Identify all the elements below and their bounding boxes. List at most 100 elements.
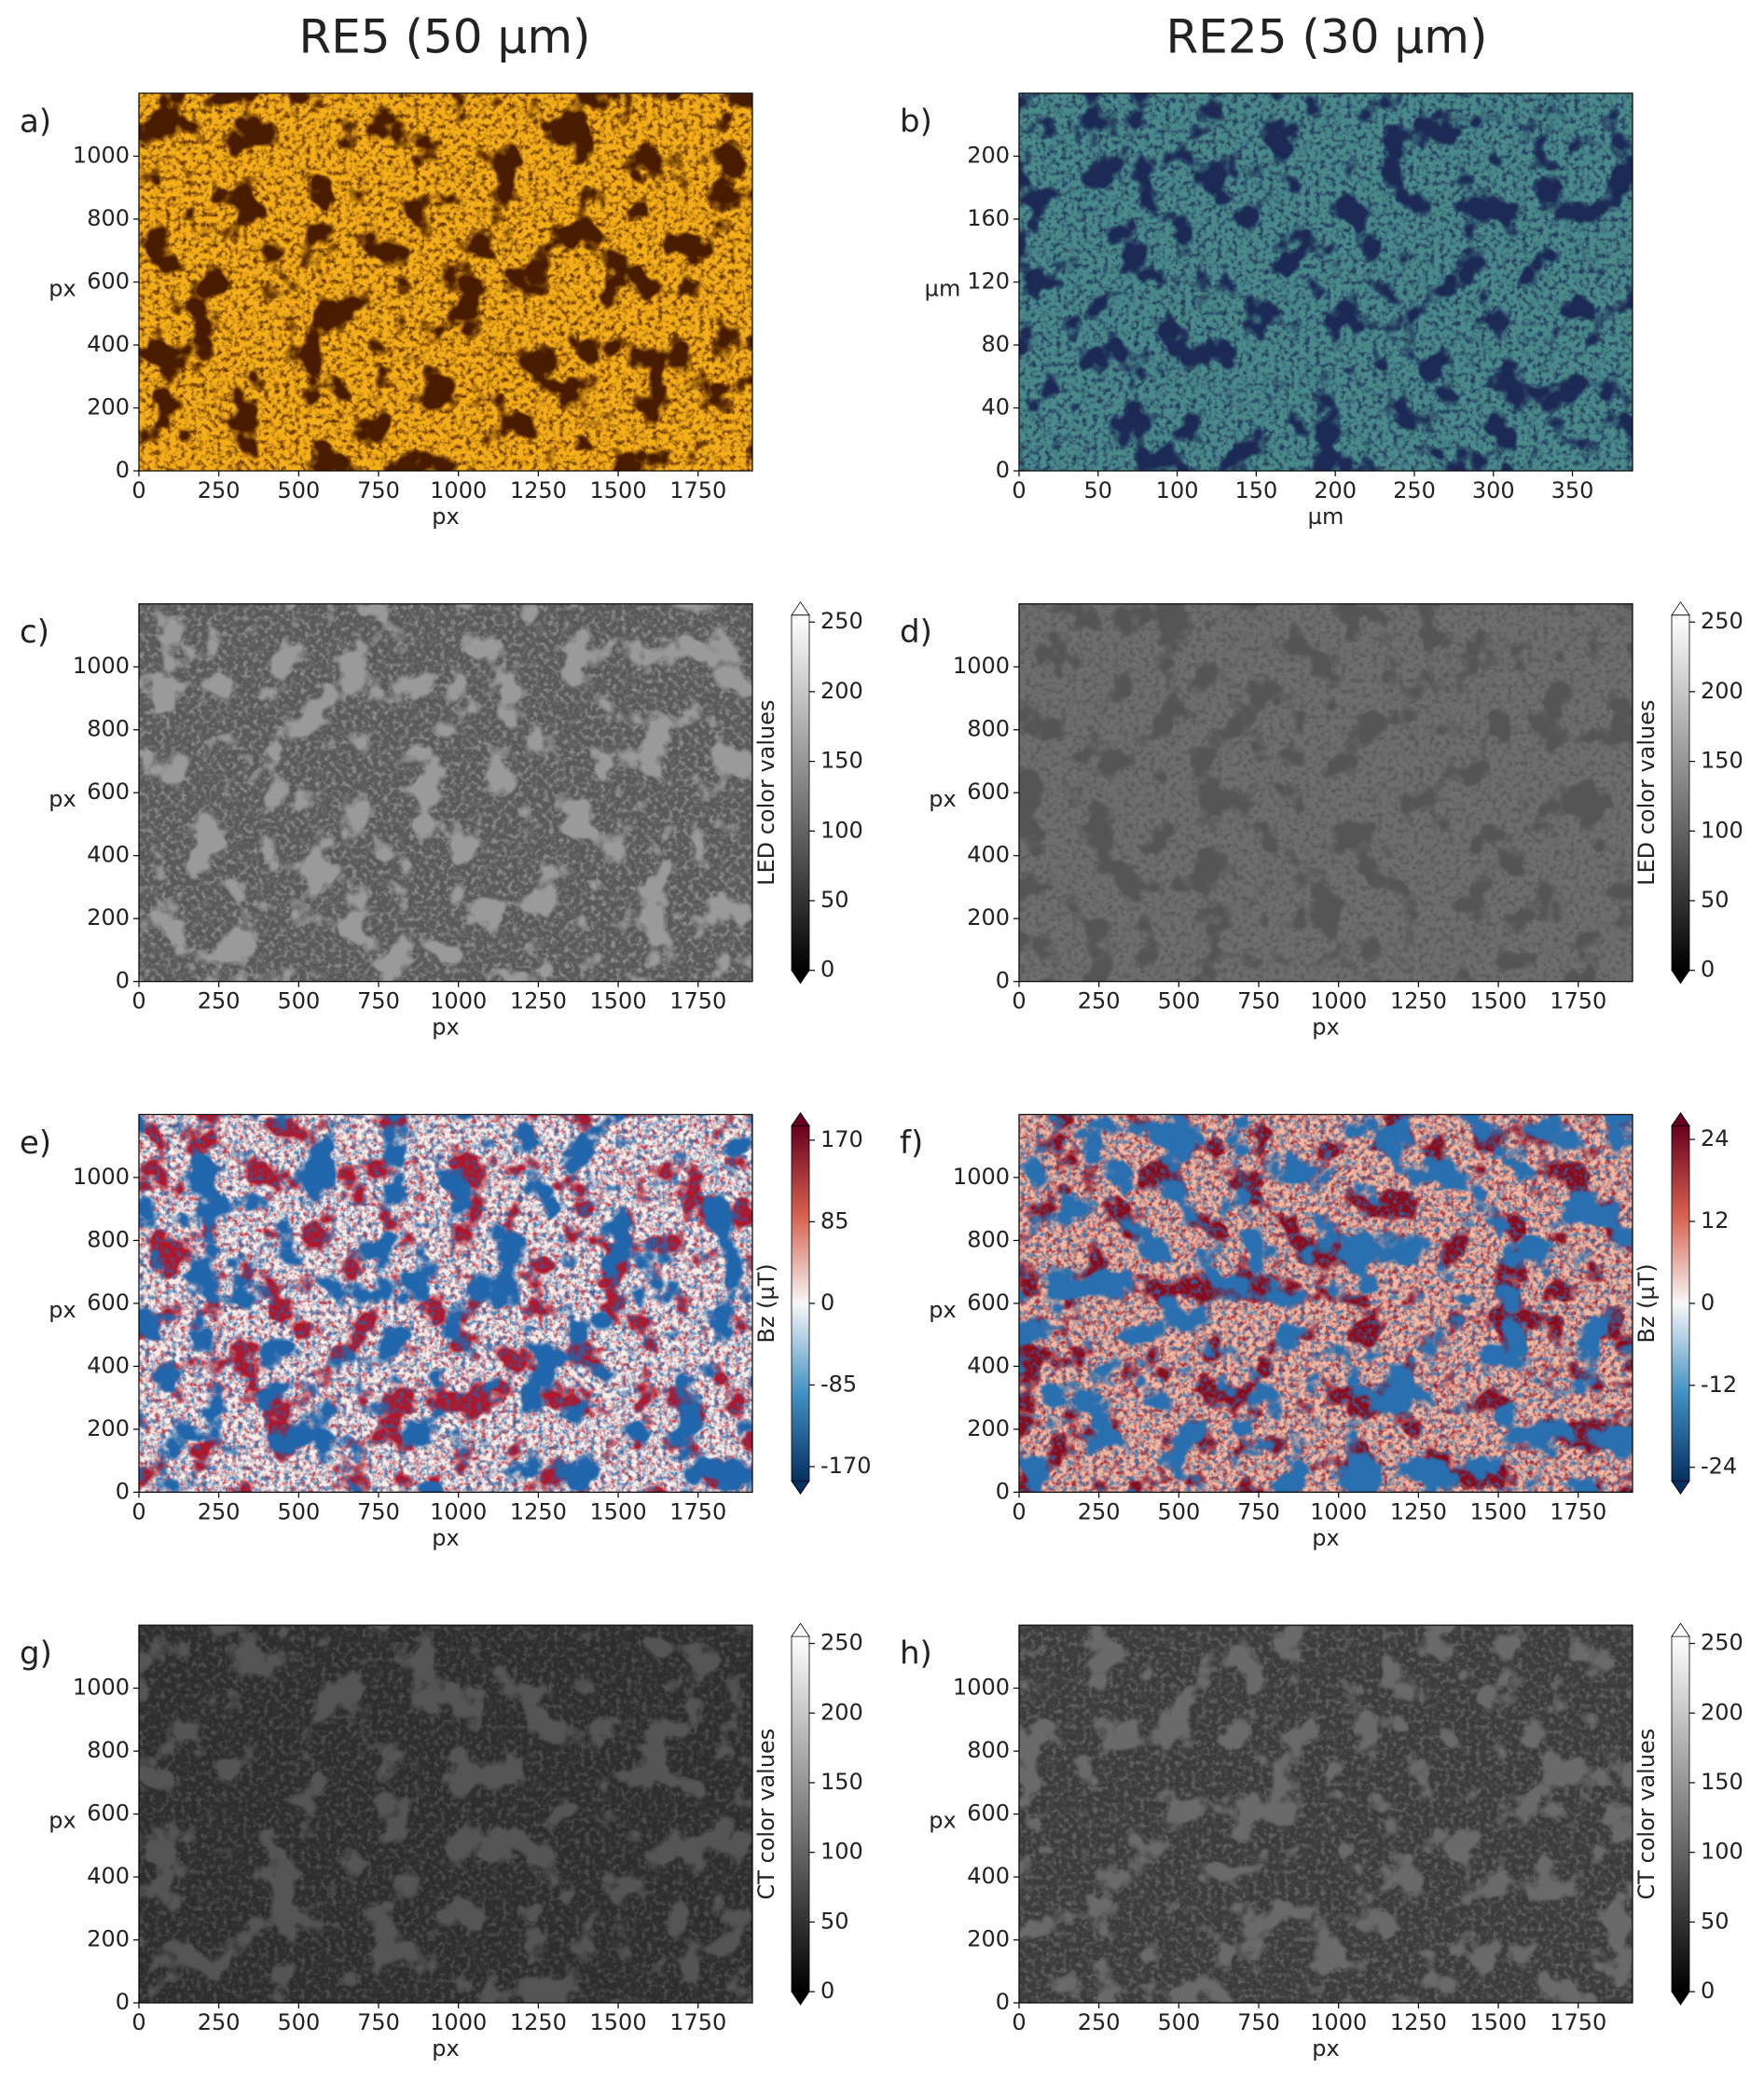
y-tick-label: 1000 (73, 653, 130, 679)
image (139, 603, 752, 982)
y-tick-label: 200 (87, 394, 130, 421)
image-texture (1019, 1625, 1633, 2004)
y-tick-label: 0 (996, 1478, 1010, 1504)
y-axis-label: px (48, 1808, 76, 1834)
colorbar-tick-label: 50 (1701, 1908, 1730, 1934)
image (139, 1114, 752, 1493)
y-tick-label: 200 (87, 1926, 130, 1952)
x-tick-label: 250 (198, 477, 241, 503)
x-tick-label: 0 (1012, 2009, 1026, 2035)
x-tick-label: 500 (277, 477, 320, 503)
y-tick-label: 200 (87, 1415, 130, 1441)
colorbar-tick-label: -85 (820, 1371, 857, 1397)
y-tick-label: 400 (87, 331, 130, 357)
x-tick-label: 750 (1237, 2009, 1280, 2035)
x-tick-label: 1500 (1470, 1498, 1527, 1524)
x-tick-label: 250 (1393, 477, 1436, 503)
y-axis-label: px (48, 786, 76, 812)
colorbar-label: Bz (µT) (1633, 1263, 1660, 1343)
x-axis-label: µm (1308, 503, 1344, 530)
colorbar-extend (1671, 1991, 1690, 2006)
image-texture (1019, 1114, 1633, 1493)
y-tick-label: 600 (967, 779, 1010, 805)
y-tick-label: 200 (87, 904, 130, 931)
x-tick-label: 0 (1012, 988, 1026, 1014)
colorbar-tick-label: -170 (820, 1453, 871, 1479)
y-tick-label: 200 (967, 143, 1010, 169)
y-tick-label: 120 (967, 269, 1010, 295)
y-tick-label: 600 (967, 1800, 1010, 1827)
colorbar-tick-label: 150 (1701, 1769, 1743, 1795)
y-tick-label: 600 (87, 1289, 130, 1316)
y-tick-label: 80 (981, 331, 1010, 357)
colorbar-tick-label: 100 (820, 817, 863, 843)
colorbar (1671, 614, 1690, 972)
x-tick-label: 1000 (430, 2009, 487, 2035)
y-tick-label: 800 (87, 716, 130, 742)
panel-label: g) (20, 1635, 52, 1673)
image (139, 1625, 752, 2004)
colorbar-tick-label: 200 (820, 678, 863, 704)
panel-label: d) (900, 614, 932, 651)
y-tick-label: 0 (996, 968, 1010, 994)
x-tick-label: 350 (1551, 477, 1594, 503)
x-tick-label: 1500 (1470, 2009, 1527, 2035)
x-tick-label: 150 (1234, 477, 1277, 503)
image-texture (139, 1625, 752, 2004)
y-tick-label: 200 (967, 1415, 1010, 1441)
colorbar-tick-label: 170 (820, 1126, 863, 1152)
x-tick-label: 1500 (590, 2009, 647, 2035)
y-tick-label: 1000 (953, 1675, 1010, 1701)
image (1019, 93, 1633, 471)
image-texture (139, 1114, 752, 1493)
colorbar-tick-label: 250 (820, 1630, 863, 1656)
x-tick-label: 1000 (430, 477, 487, 503)
colorbar-label: Bz (µT) (753, 1263, 779, 1343)
x-tick-label: 0 (131, 1498, 145, 1524)
y-axis-label: px (48, 1297, 76, 1323)
y-tick-label: 800 (967, 716, 1010, 742)
x-tick-label: 1250 (1390, 988, 1447, 1014)
x-tick-label: 1500 (590, 1498, 647, 1524)
y-tick-label: 400 (967, 842, 1010, 868)
y-tick-label: 800 (87, 1226, 130, 1252)
y-tick-label: 1000 (73, 1675, 130, 1701)
colorbar-tick-label: 0 (1701, 1978, 1715, 2004)
x-tick-label: 500 (1157, 2009, 1200, 2035)
colorbar-tick-label: 250 (1701, 608, 1743, 634)
x-axis-label: px (1312, 1014, 1339, 1041)
y-tick-label: 600 (87, 779, 130, 805)
colorbar-tick-label: 250 (1701, 1630, 1743, 1656)
colorbar-extend (791, 970, 810, 985)
y-tick-label: 1000 (953, 653, 1010, 679)
y-axis-label: µm (925, 276, 961, 302)
colorbar-extend (791, 600, 810, 616)
x-tick-label: 300 (1472, 477, 1515, 503)
colorbar-extend (1671, 1622, 1690, 1637)
x-tick-label: 250 (198, 1498, 241, 1524)
panel-label: a) (20, 103, 51, 141)
x-tick-label: 1750 (669, 1498, 726, 1524)
image-texture (1019, 93, 1633, 471)
y-tick-label: 800 (967, 1737, 1010, 1763)
x-tick-label: 0 (1012, 1498, 1026, 1524)
colorbar-tick-label: -24 (1701, 1454, 1737, 1480)
x-tick-label: 0 (131, 2009, 145, 2035)
colorbar-extend (1671, 600, 1690, 616)
x-tick-label: 1250 (1390, 1498, 1447, 1524)
x-tick-label: 1750 (669, 477, 726, 503)
image (1019, 1625, 1633, 2004)
colorbar-extend (791, 1622, 810, 1637)
x-tick-label: 1000 (1310, 2009, 1367, 2035)
colorbar-tick-label: 12 (1701, 1207, 1730, 1234)
x-tick-label: 1500 (590, 477, 647, 503)
x-axis-label: px (432, 1014, 459, 1041)
x-tick-label: 100 (1156, 477, 1199, 503)
panel-label: b) (900, 103, 932, 141)
colorbar-tick-label: 0 (1701, 1289, 1715, 1316)
colorbar-extend (1671, 970, 1690, 985)
colorbar-label: CT color values (1633, 1729, 1660, 1900)
y-tick-label: 0 (116, 968, 130, 994)
image-texture (139, 93, 752, 471)
colorbar-tick-label: 100 (820, 1839, 863, 1865)
